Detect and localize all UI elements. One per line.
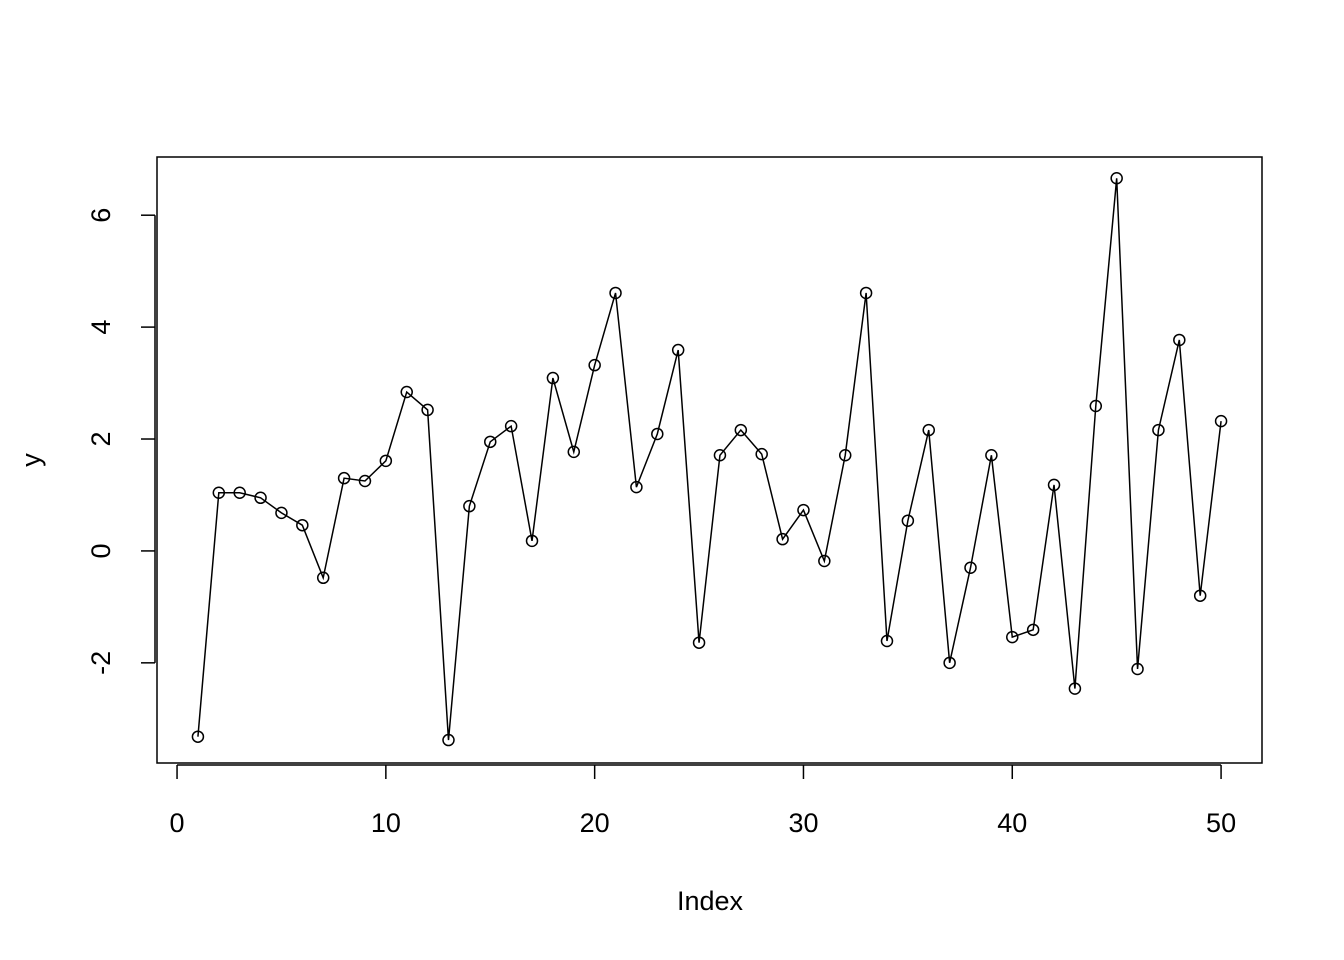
point [859,286,873,300]
point [671,343,685,357]
point [1173,333,1186,347]
point [692,636,706,649]
point [797,503,810,517]
point [1006,630,1019,644]
point [818,554,831,568]
point [567,445,581,459]
point [421,403,434,417]
point [1131,662,1144,676]
x-tick-label: 30 [788,808,818,838]
x-tick-label: 20 [580,808,610,838]
x-axis-label: Index [677,886,744,916]
point [734,423,748,437]
y-axis-label: y [16,453,46,467]
point [1047,478,1061,492]
y-tick-label: -2 [86,651,116,675]
point [1026,623,1040,637]
point [964,561,977,574]
point [233,486,246,499]
point [296,518,309,532]
point [588,358,601,372]
data-line [197,178,1222,741]
y-tick-label: 4 [86,320,116,335]
point [504,419,518,433]
point [546,371,560,385]
y-tick-label: 2 [86,432,116,447]
point [525,534,539,548]
x-tick-label: 10 [371,808,401,838]
y-tick-label: 6 [86,208,116,223]
point [630,480,643,494]
point [400,385,413,399]
point [316,571,330,585]
point [985,448,998,462]
point [275,506,288,520]
point [901,514,915,527]
x-tick-label: 50 [1206,808,1236,838]
point [1152,423,1165,437]
point [838,448,852,462]
point [880,634,894,648]
point [1089,399,1103,413]
point [1068,682,1082,695]
point [1193,589,1207,602]
point [337,471,351,485]
point [254,491,267,505]
point [358,474,372,488]
point [609,286,622,300]
x-tick-label: 0 [170,808,185,838]
point [1214,414,1228,428]
point [442,733,455,747]
point [191,730,205,743]
point [379,454,393,468]
x-tick-label: 40 [997,808,1027,838]
point [776,532,789,546]
y-tick-label: 0 [86,543,116,558]
point [713,448,727,462]
point [212,486,226,499]
plot-box [156,156,1263,764]
point [755,447,768,461]
point [922,423,935,437]
point [943,656,956,670]
point [651,427,664,441]
point [1110,172,1123,185]
point [463,499,476,513]
point [484,435,497,449]
